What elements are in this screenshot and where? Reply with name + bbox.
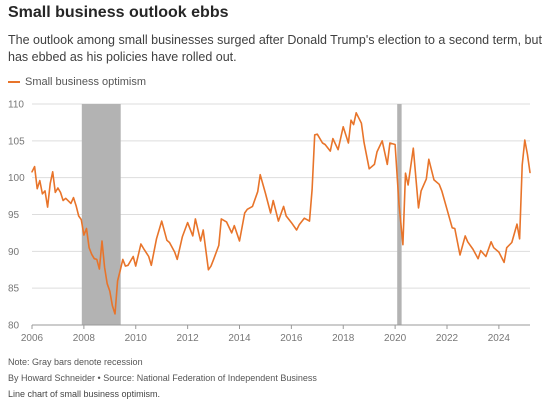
x-tick-label: 2012	[177, 333, 200, 344]
y-tick-label: 80	[8, 321, 20, 332]
line-chart: 80 85 90 95 100 105 110 2006 2008 2010 2012 2014 201…	[8, 100, 531, 344]
y-tick-label: 110	[8, 100, 24, 111]
legend-label: Small business optimism	[25, 76, 147, 88]
y-tick-label: 105	[8, 136, 25, 147]
y-tick-label: 85	[8, 284, 20, 295]
series-line-small-business-optimism	[31, 111, 531, 315]
y-tick-label: 90	[8, 247, 20, 258]
x-tick-label: 2020	[384, 333, 407, 344]
x-tick-label: 2016	[280, 333, 303, 344]
recession-bar	[81, 104, 121, 325]
axes: 80 85 90 95 100 105 110 2006 2008 2010 2012 2014 201…	[8, 100, 530, 344]
series-lines	[31, 111, 531, 315]
y-tick-label: 95	[8, 210, 20, 221]
chart-note: Note: Gray bars denote recession	[8, 357, 143, 367]
x-tick-label: 2024	[488, 333, 511, 344]
chart-title: Small business outlook ebbs	[8, 4, 229, 21]
legend-swatch	[8, 81, 20, 83]
y-tick-label: 100	[8, 173, 25, 184]
x-tick-label: 2014	[228, 333, 251, 344]
legend: Small business optimism	[8, 76, 146, 88]
x-tick-label: 2006	[21, 333, 44, 344]
chart-subtitle: The outlook among small businesses surge…	[8, 33, 542, 64]
x-tick-label: 2008	[73, 333, 96, 344]
chart-caption: Line chart of small business optimism.	[8, 389, 161, 399]
x-tick-label: 2022	[436, 333, 459, 344]
byline: By Howard Schneider • Source: National F…	[8, 373, 317, 383]
x-tick-label: 2010	[125, 333, 148, 344]
x-tick-label: 2018	[332, 333, 355, 344]
